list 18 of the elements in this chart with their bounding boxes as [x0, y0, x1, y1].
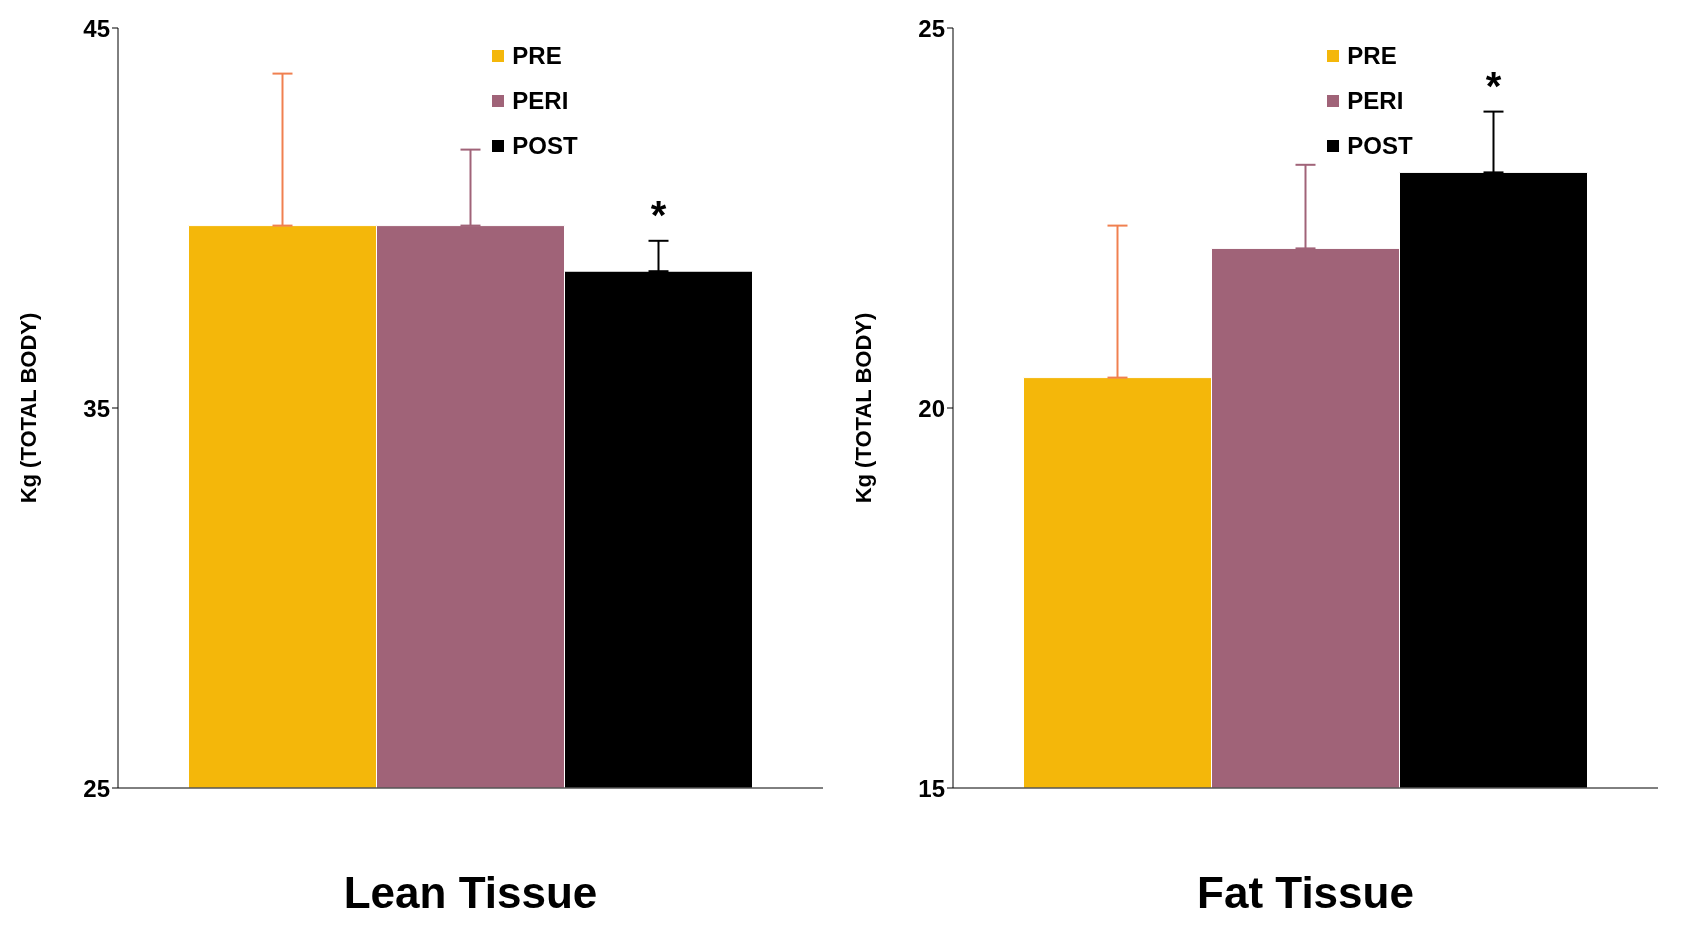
legend-label: PERI	[512, 86, 569, 115]
legend-label: PERI	[1347, 86, 1404, 115]
legend-label: PRE	[1347, 41, 1397, 70]
y-tick-label: 25	[83, 774, 110, 802]
x-axis-title: Lean Tissue	[343, 868, 598, 917]
legend-label: POST	[512, 131, 578, 160]
annotation: *	[650, 192, 667, 237]
y-tick-label: 45	[83, 14, 110, 42]
y-axis-title: Kg (TOTAL BODY)	[850, 312, 876, 504]
y-axis-title: Kg (TOTAL BODY)	[15, 312, 41, 504]
legend-label: POST	[1347, 131, 1413, 160]
y-tick-label: 35	[83, 394, 110, 422]
y-tick-label: 15	[918, 774, 945, 802]
annotation: *	[1485, 63, 1502, 108]
y-tick-label: 25	[918, 14, 945, 42]
legend-label: PRE	[512, 41, 562, 70]
x-axis-title: Fat Tissue	[1197, 868, 1414, 917]
y-tick-label: 20	[918, 394, 945, 422]
